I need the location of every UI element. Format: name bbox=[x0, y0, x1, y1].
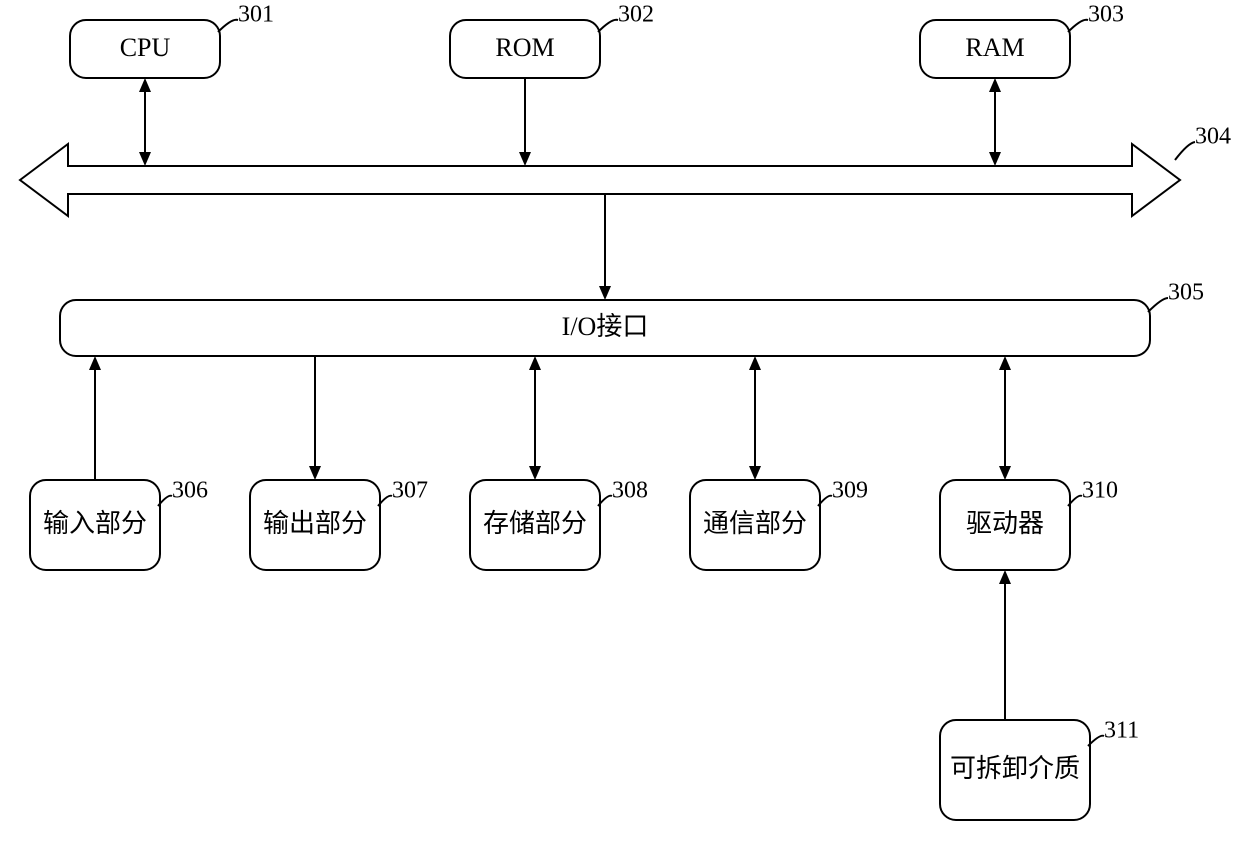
ref-305: 305 bbox=[1168, 280, 1204, 306]
leader-305 bbox=[1148, 298, 1168, 312]
system-bus bbox=[20, 144, 1180, 216]
block-label-307: 输出部分 bbox=[263, 509, 367, 538]
ref-302: 302 bbox=[618, 2, 654, 28]
ref-306: 306 bbox=[172, 478, 208, 504]
ref-307: 307 bbox=[392, 478, 428, 504]
block-label-305: I/O接口 bbox=[562, 312, 649, 341]
block-label-303: RAM bbox=[965, 33, 1024, 62]
leader-301 bbox=[218, 20, 238, 32]
leader-303 bbox=[1068, 20, 1088, 32]
block-label-308: 存储部分 bbox=[483, 509, 587, 538]
ref-309: 309 bbox=[832, 478, 868, 504]
block-label-311: 可拆卸介质 bbox=[950, 754, 1080, 783]
block-label-309: 通信部分 bbox=[703, 509, 807, 538]
ref-301: 301 bbox=[238, 2, 274, 28]
ref-308: 308 bbox=[612, 478, 648, 504]
block-label-301: CPU bbox=[120, 33, 171, 62]
leader-304 bbox=[1175, 142, 1195, 160]
leader-302 bbox=[598, 20, 618, 32]
block-label-306: 输入部分 bbox=[43, 509, 147, 538]
ref-310: 310 bbox=[1082, 478, 1118, 504]
block-label-310: 驱动器 bbox=[966, 509, 1044, 538]
ref-311: 311 bbox=[1104, 718, 1139, 744]
block-label-302: ROM bbox=[495, 33, 554, 62]
ref-303: 303 bbox=[1088, 2, 1124, 28]
ref-304: 304 bbox=[1195, 124, 1231, 150]
system-architecture-diagram: 304 CPU 301 ROM 302 RAM 303 I/O接口 305 输入部分 306 输出部分… bbox=[0, 0, 1240, 866]
